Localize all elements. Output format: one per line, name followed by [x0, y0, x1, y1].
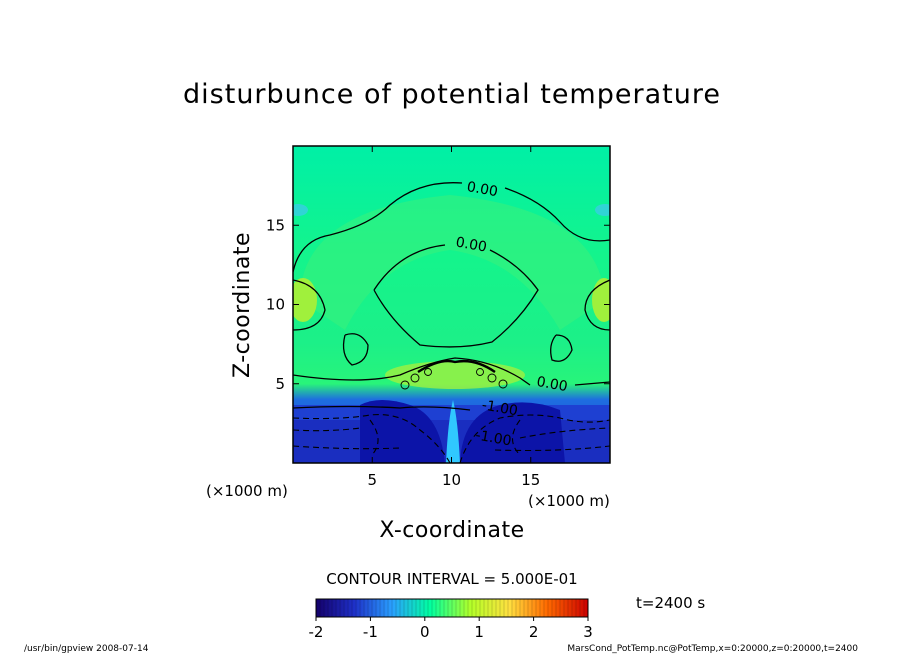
contour-label: 0.00	[466, 179, 499, 200]
contour-wiggle	[487, 373, 497, 383]
contour-neg-5	[369, 419, 521, 456]
contour-labels: 0.00 0.00 0.00 -1.00 -1.00	[454, 179, 568, 449]
contour-cold-top	[293, 405, 471, 411]
colorbar-tick-label: 3	[583, 623, 593, 641]
x-axis: 5 10 15	[367, 146, 540, 489]
contour-interval-label: CONTOUR INTERVAL = 5.000E-01	[326, 570, 577, 588]
colorbar-tick-label: -2	[309, 623, 324, 641]
footer-right: MarsCond_PotTemp.nc@PotTemp,x=0:20000,z=…	[567, 644, 858, 654]
blue-left	[293, 204, 308, 216]
contour-label: -1.00	[481, 397, 519, 419]
cold-dome-left	[360, 400, 445, 463]
x-tick-label: 5	[367, 471, 377, 489]
contour-zero-left-loop	[293, 279, 326, 331]
y-axis: 5 10 15	[266, 216, 610, 393]
contour-neg-1	[293, 414, 451, 463]
x-axis-title: X-coordinate	[379, 518, 524, 543]
y-tick-label: 15	[266, 216, 285, 234]
contour-neg-3	[293, 445, 610, 452]
blue-right	[595, 204, 610, 216]
contour-wiggle	[410, 373, 420, 383]
colorbar-tick-label: 1	[474, 623, 484, 641]
contour-neg-2	[293, 427, 610, 439]
time-label: t=2400 s	[636, 594, 705, 612]
y-tick-label: 10	[266, 296, 285, 314]
colorbar-tick-label: 0	[420, 623, 430, 641]
y-tick-label: 5	[275, 375, 285, 393]
contour-label: -1.00	[474, 427, 512, 449]
colorbar-tick-label: 2	[529, 623, 539, 641]
contour-wiggle	[400, 380, 410, 390]
cold-dome-right	[460, 402, 565, 463]
y-axis-title: Z-coordinate	[230, 232, 255, 378]
warm-right	[592, 278, 610, 322]
chart-title: disturbunce of potential temperature	[183, 79, 721, 110]
contour-wiggle	[476, 368, 484, 376]
contour-wiggle	[498, 379, 508, 389]
contour-zero-left-blob	[342, 333, 369, 366]
contour-zero-outer	[293, 182, 610, 273]
contour-label: 0.00	[454, 235, 487, 256]
colorbar-ticks: -2 -1 0 1 2 3	[309, 617, 593, 641]
contour-zero-right-blob	[550, 334, 573, 362]
colorbar-tick-label: -1	[363, 623, 378, 641]
contour-zero-right-loop	[584, 279, 610, 331]
plume-core	[446, 400, 460, 463]
colorbar	[315, 598, 589, 618]
arch-warm-region	[300, 195, 605, 330]
contour-label: 0.00	[535, 374, 568, 395]
y-unit-label: (×1000 m)	[206, 482, 288, 500]
warm-center	[385, 361, 525, 389]
warm-left	[293, 278, 317, 322]
heatmap-field: 0.00 0.00 0.00 -1.00 -1.00	[293, 146, 610, 463]
x-unit-label: (×1000 m)	[528, 492, 610, 510]
contour-wiggle	[424, 368, 432, 376]
contour-zero-inner	[373, 244, 539, 348]
footer-left: /usr/bin/gpview 2008-07-14	[24, 644, 149, 654]
x-tick-label: 15	[521, 471, 540, 489]
colorbar-stripes	[319, 599, 585, 617]
contour-arch-bright	[417, 359, 496, 374]
contour-zero-lower	[293, 357, 610, 386]
x-tick-label: 10	[442, 471, 461, 489]
